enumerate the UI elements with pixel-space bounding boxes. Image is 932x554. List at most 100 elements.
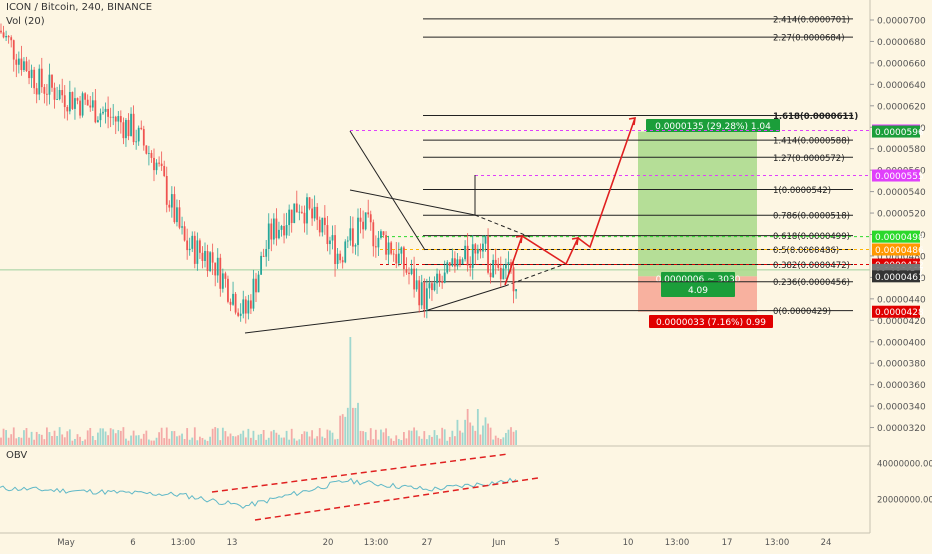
candle-body [227, 278, 229, 302]
candle-body [474, 244, 477, 254]
volume-bar [298, 439, 301, 445]
volume-bar [48, 432, 51, 445]
volume-bar [267, 437, 270, 445]
stop-label: 0.0000033 (7.16%) 0.99 [656, 318, 766, 328]
volume-bar [186, 428, 189, 445]
volume-bar [390, 438, 393, 445]
price-badge[interactable] [872, 305, 920, 318]
candle-body [267, 223, 270, 250]
price-badge[interactable] [872, 243, 920, 256]
candle-body [301, 211, 303, 213]
candle-body [199, 240, 201, 253]
candle-body [188, 248, 191, 251]
volume-bar [153, 440, 155, 445]
volume-bar [20, 437, 23, 445]
volume-bar [199, 436, 201, 445]
volume-bar [436, 435, 438, 445]
volume-bar [311, 430, 313, 445]
vol-label[interactable]: Vol (20) [6, 16, 45, 27]
price-badge[interactable] [872, 169, 920, 182]
volume-bar [482, 425, 484, 445]
candle-body [428, 283, 431, 289]
volume-bar [163, 438, 166, 445]
price-badge-text: 0.0000498 [875, 233, 924, 243]
candle-body [405, 269, 408, 273]
candle-body [206, 251, 209, 271]
candle-body [390, 242, 393, 254]
candle-body [170, 194, 173, 208]
volume-bar [441, 427, 444, 445]
candle-body [84, 93, 87, 100]
obv-tick-label: 20000000.0000 [877, 496, 932, 506]
volume-bar [66, 431, 69, 445]
volume-bar [420, 438, 423, 445]
candle-body [494, 259, 497, 264]
volume-bar [71, 440, 74, 445]
candle-body [451, 258, 454, 266]
volume-bar [84, 439, 87, 445]
volume-bar [214, 427, 217, 445]
volume-bar [336, 438, 339, 445]
candle-body [293, 203, 296, 224]
volume-bar [155, 437, 158, 445]
volume-bar [512, 431, 515, 445]
volume-bar [91, 435, 94, 445]
volume-bar [270, 431, 273, 445]
fib-level-label: 2.414(0.0000701) [773, 15, 850, 25]
volume-bar [313, 438, 316, 445]
volume-bar [410, 430, 413, 445]
candle-body [48, 74, 51, 95]
volume-bar [204, 439, 206, 445]
price-badges: 0.00005970.00005960.00005550.00004980.00… [872, 124, 924, 318]
price-tick-label: 0.0000660 [877, 59, 926, 69]
candle-body [288, 209, 291, 226]
volume-bar [211, 428, 214, 445]
volume-bar [466, 408, 469, 445]
volume-bar [257, 434, 260, 445]
volume-bar [464, 419, 466, 445]
volume-bar [339, 415, 342, 445]
candle-body [382, 231, 385, 236]
candle-body [346, 240, 349, 242]
obv-tick-label: 40000000.0000 [877, 460, 932, 470]
candle-body [280, 226, 283, 230]
volume-bar [168, 438, 171, 445]
candle-body [99, 113, 102, 121]
candle-body [306, 197, 308, 224]
candle-body [408, 272, 410, 275]
candle-body [10, 37, 13, 41]
volume-bar [114, 433, 117, 445]
candle-body [507, 262, 510, 265]
candle-body [43, 87, 46, 94]
candle-body [482, 243, 484, 252]
candle-body [107, 108, 109, 117]
candle-body [204, 251, 206, 261]
candle-body [211, 252, 214, 263]
support-line-2 [424, 285, 506, 312]
candle-body [102, 111, 104, 114]
volume-bar [219, 440, 222, 445]
volume-bar [283, 437, 285, 445]
volume-bar [505, 432, 507, 445]
volume-bar [380, 429, 382, 445]
price-badge[interactable] [872, 230, 920, 243]
volume-bar [242, 430, 245, 445]
candle-body [418, 280, 421, 306]
obv-label[interactable]: OBV [6, 450, 28, 461]
candle-body [219, 257, 222, 289]
volume-bar [489, 427, 492, 445]
price-badge[interactable] [872, 270, 920, 283]
volume-bar [392, 440, 395, 445]
volume-bar [397, 438, 400, 445]
volume-bar [97, 432, 99, 445]
symbol-title[interactable]: ICON / Bitcoin, 240, BINANCE [6, 2, 153, 13]
candle-body [392, 253, 395, 255]
candle-body [25, 61, 28, 72]
candle-body [260, 255, 262, 275]
price-badge[interactable] [872, 125, 920, 138]
candle-body [63, 95, 66, 108]
volume-bar [484, 417, 487, 445]
volume-bar [221, 427, 224, 445]
candle-body [349, 228, 352, 241]
